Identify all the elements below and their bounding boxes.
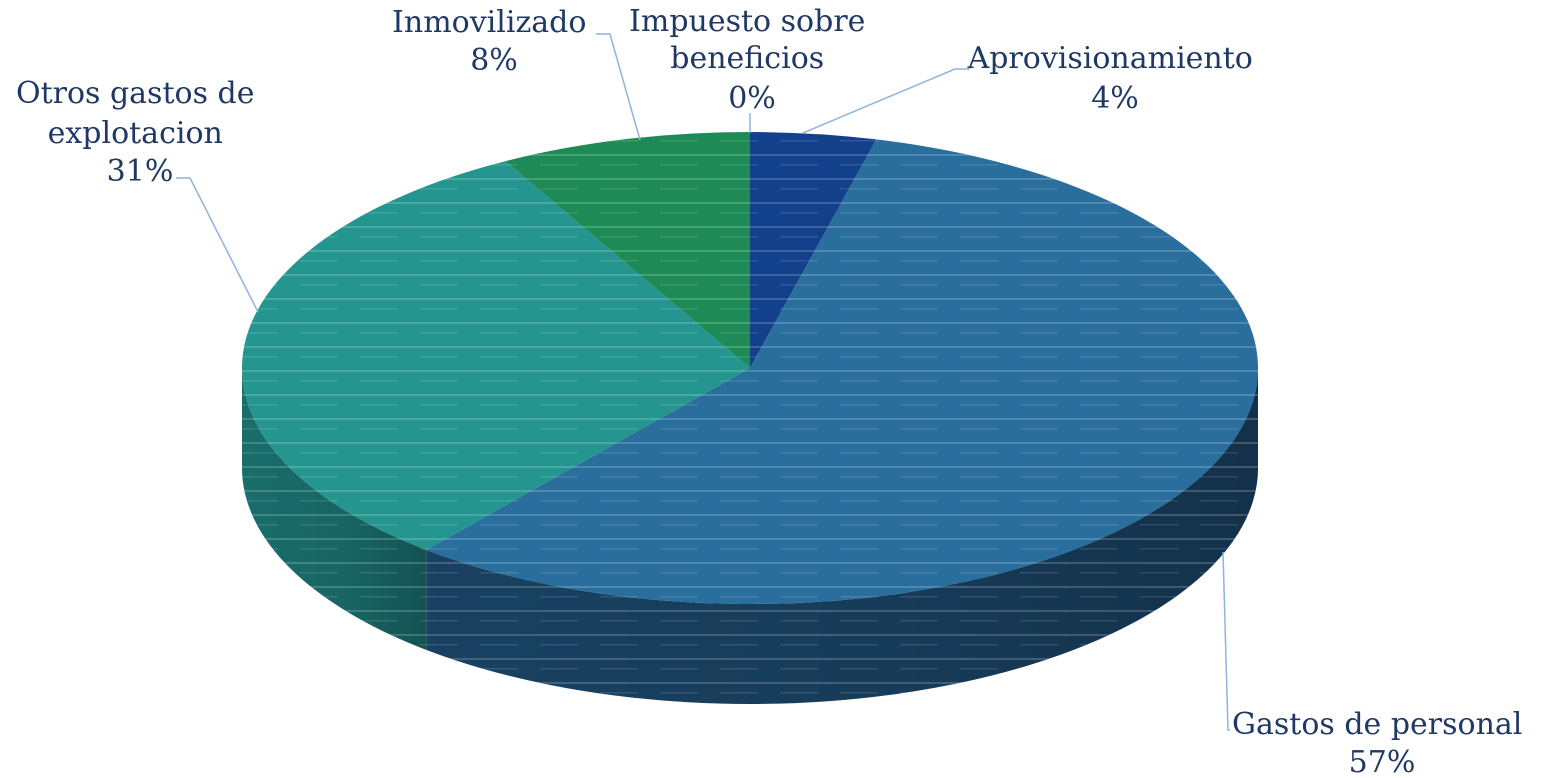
label-impuesto: Impuesto sobre beneficios 0%: [629, 4, 875, 116]
label-aprovisionamiento: Aprovisionamiento 4%: [967, 41, 1263, 116]
leader-line-otros: [176, 177, 259, 313]
slice-texture-otros-gastos-de-explotacion: [241, 161, 751, 550]
label-inmovilizado: Inmovilizado 8%: [392, 5, 596, 78]
pie-sides: [242, 368, 1258, 704]
label-gastos-de-personal: Gastos de personal 57%: [1232, 707, 1532, 778]
label-otros-gastos: Otros gastos de explotacion 31%: [16, 76, 264, 189]
data-labels: Aprovisionamiento 4% Gastos de personal …: [16, 4, 1532, 778]
slice-side-texture-gastos-de-personal: [426, 368, 1258, 704]
leader-line-inmovilizado: [596, 33, 641, 141]
leader-lines: [176, 33, 1230, 731]
leader-line-personal: [1222, 551, 1230, 731]
slice-texture-inmovilizado: [505, 132, 750, 368]
slice-texture-gastos-de-personal: [426, 139, 1259, 604]
slice-side-texture-otros-gastos-de-explotacion: [242, 368, 427, 650]
slice-texture-aprovisionamiento: [750, 132, 877, 368]
pie-tops: [241, 132, 1259, 604]
leader-line-aprovisionamiento: [802, 68, 970, 134]
